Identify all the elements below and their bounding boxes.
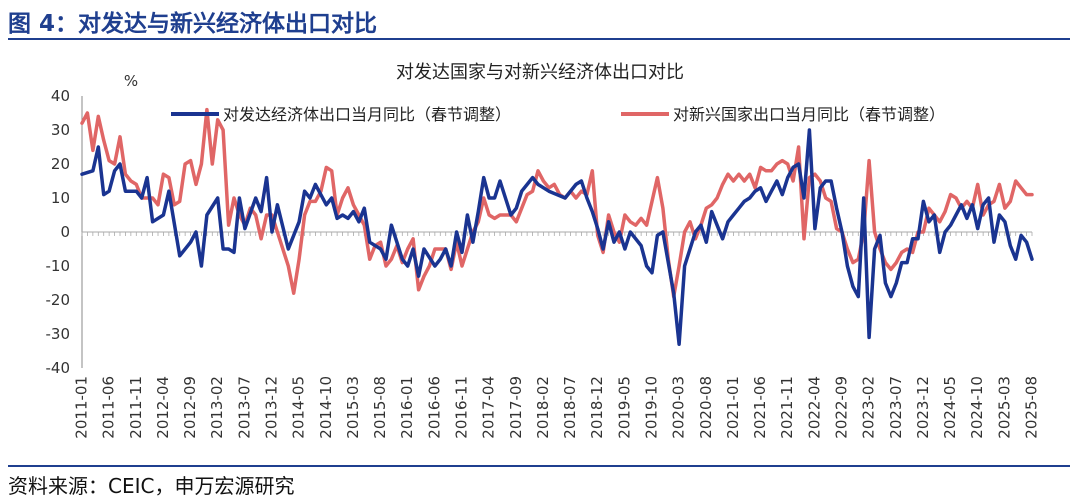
y-tick-label: 30 xyxy=(51,121,70,139)
title-rule xyxy=(8,38,1070,40)
x-tick-label: 2021-11 xyxy=(778,376,796,439)
x-tick-label: 2011-11 xyxy=(127,376,145,439)
y-tick-label: -20 xyxy=(46,291,71,309)
source-note: 资料来源：CEIC，申万宏源研究 xyxy=(8,474,295,498)
x-tick-label: 2011-01 xyxy=(73,376,91,439)
x-tick-label: 2011-06 xyxy=(100,376,118,439)
line-chart: 对发达国家与对新兴经济体出口对比 % 40 30 20 10 0 -10 -20 -30 -40… xyxy=(46,62,1041,439)
y-tick-label: -30 xyxy=(46,325,71,343)
x-tick-label: 2013-12 xyxy=(263,376,281,439)
x-tick-label: 2012-09 xyxy=(181,376,199,439)
y-axis-unit: % xyxy=(124,72,138,90)
x-tick-label: 2013-02 xyxy=(208,376,226,439)
x-tick-label: 2017-09 xyxy=(507,376,525,439)
x-tick-label: 2016-01 xyxy=(398,376,416,439)
y-tick-label: 20 xyxy=(51,155,70,173)
x-tick-label: 2017-04 xyxy=(480,376,498,439)
x-tick-label: 2018-02 xyxy=(534,376,552,439)
x-tick-label: 2016-06 xyxy=(425,376,443,439)
x-tick-label: 2024-05 xyxy=(941,376,959,439)
chart-title: 对发达国家与对新兴经济体出口对比 xyxy=(396,62,684,83)
x-tick-label: 2024-10 xyxy=(968,376,986,439)
x-tick-label: 2025-03 xyxy=(995,376,1013,439)
x-tick-label: 2022-04 xyxy=(805,376,823,439)
x-tick-label: 2023-07 xyxy=(887,376,905,439)
x-tick-label: 2014-05 xyxy=(290,376,308,439)
x-tick-label: 2018-12 xyxy=(588,376,606,439)
x-tick-label: 2012-04 xyxy=(154,376,172,439)
series-line-1 xyxy=(80,107,1034,299)
figure-title: 图 4：对发达与新兴经济体出口对比 xyxy=(8,11,378,37)
y-tick-label: -40 xyxy=(46,359,71,377)
legend-label-1: 对新兴国家出口当月同比（春节调整） xyxy=(673,105,945,124)
y-tick-label: -10 xyxy=(46,257,71,275)
source-rule xyxy=(8,465,1070,467)
x-tick-label: 2021-06 xyxy=(751,376,769,439)
y-tick-label: 10 xyxy=(51,189,70,207)
series-lines xyxy=(80,107,1034,346)
x-tick-label: 2016-11 xyxy=(453,376,471,439)
legend-label-0: 对发达经济体出口当月同比（春节调整） xyxy=(223,105,511,124)
x-tick-label: 2021-01 xyxy=(724,376,742,439)
x-tick-label: 2020-03 xyxy=(670,376,688,439)
y-tick-label: 40 xyxy=(51,87,70,105)
x-tick-label: 2023-12 xyxy=(914,376,932,439)
x-tick-label: 2018-07 xyxy=(561,376,579,439)
x-tick-label: 2019-10 xyxy=(643,376,661,439)
x-tick-label: 2023-02 xyxy=(860,376,878,439)
x-tick-label: 2014-10 xyxy=(317,376,335,439)
x-tick-label: 2025-08 xyxy=(1023,376,1041,439)
x-tick-label: 2019-05 xyxy=(615,376,633,439)
legend: 对发达经济体出口当月同比（春节调整） 对新兴国家出口当月同比（春节调整） xyxy=(171,105,945,124)
x-tick-label: 2020-08 xyxy=(697,376,715,439)
x-tick-label: 2013-07 xyxy=(235,376,253,439)
x-tick-label: 2015-08 xyxy=(371,376,389,439)
y-tick-label: 0 xyxy=(60,223,70,241)
series-line-0 xyxy=(80,128,1034,346)
x-tick-label: 2015-03 xyxy=(344,376,362,439)
x-tick-label: 2022-09 xyxy=(833,376,851,439)
